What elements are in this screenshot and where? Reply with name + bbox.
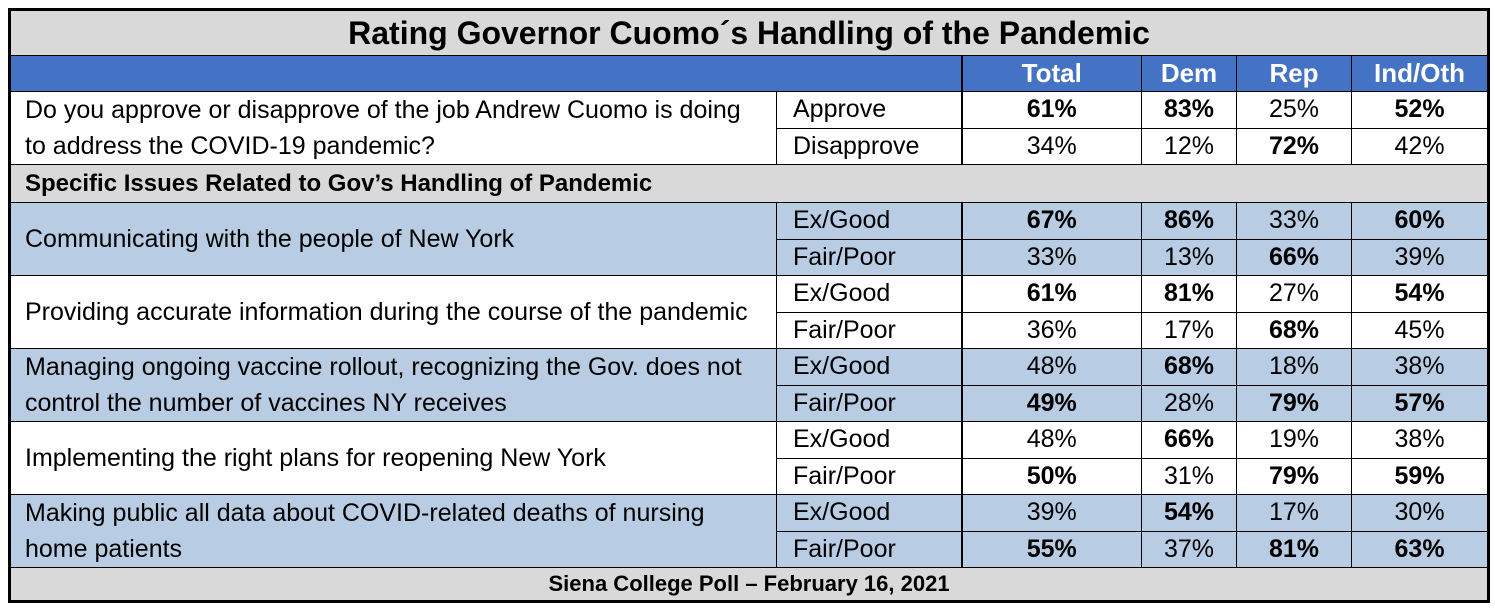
row-label: Approve xyxy=(776,91,962,129)
row-label: Disapprove xyxy=(776,127,962,165)
item-text: Do you approve or disapprove of the job … xyxy=(9,91,777,165)
footer-row: Siena College Poll – February 16, 2021 xyxy=(8,567,1490,602)
value-cell: 67% xyxy=(960,202,1142,240)
value-cell: 18% xyxy=(1236,348,1352,386)
value-cell: 38% xyxy=(1350,348,1490,386)
value-cell: 81% xyxy=(1141,275,1237,313)
item-text: Implementing the right plans for reopeni… xyxy=(9,421,777,495)
value-cell: 79% xyxy=(1236,457,1352,495)
value-cell: 37% xyxy=(1141,530,1237,568)
title: Rating Governor Cuomo´s Handling of the … xyxy=(8,9,1490,56)
value-cell: 28% xyxy=(1141,384,1237,422)
value-cell: 13% xyxy=(1141,238,1237,276)
column-header: Total xyxy=(960,55,1142,92)
row-label: Fair/Poor xyxy=(776,311,962,349)
header-row: Total Dem Rep Ind/Oth xyxy=(9,55,1490,92)
value-cell: 57% xyxy=(1350,384,1490,422)
value-cell: 48% xyxy=(960,421,1142,459)
value-cell: 68% xyxy=(1236,311,1352,349)
value-cell: 52% xyxy=(1350,91,1490,129)
row-label: Fair/Poor xyxy=(776,457,962,495)
value-cell: 17% xyxy=(1141,311,1237,349)
value-cell: 33% xyxy=(1236,202,1352,240)
item-text: Managing ongoing vaccine rollout, recogn… xyxy=(9,348,777,422)
row-label: Fair/Poor xyxy=(776,530,962,568)
header-blank xyxy=(9,55,962,92)
value-cell: 61% xyxy=(960,275,1142,313)
column-header: Dem xyxy=(1141,55,1237,92)
data-row: Fair/Poor 49% 28% 79% 57% xyxy=(10,384,1490,422)
column-header: Ind/Oth xyxy=(1350,55,1490,92)
value-cell: 48% xyxy=(960,348,1142,386)
row-label: Ex/Good xyxy=(776,275,962,313)
data-row: Fair/Poor 36% 17% 68% 45% xyxy=(10,311,1490,349)
value-cell: 68% xyxy=(1141,348,1237,386)
item-text: Providing accurate information during th… xyxy=(9,275,777,349)
data-row: Making public all data about COVID-relat… xyxy=(9,494,1490,568)
value-cell: 31% xyxy=(1141,457,1237,495)
row-label: Fair/Poor xyxy=(776,384,962,422)
row-label: Ex/Good xyxy=(776,202,962,240)
footer: Siena College Poll – February 16, 2021 xyxy=(8,567,1490,602)
value-cell: 33% xyxy=(960,238,1142,276)
value-cell: 54% xyxy=(1141,494,1237,532)
value-cell: 54% xyxy=(1350,275,1490,313)
row-label: Ex/Good xyxy=(776,421,962,459)
data-row: Managing ongoing vaccine rollout, recogn… xyxy=(9,348,1490,422)
value-cell: 61% xyxy=(960,91,1142,129)
value-cell: 83% xyxy=(1141,91,1237,129)
value-cell: 27% xyxy=(1236,275,1352,313)
value-cell: 25% xyxy=(1236,91,1352,129)
value-cell: 42% xyxy=(1350,127,1490,165)
value-cell: 38% xyxy=(1350,421,1490,459)
section-row: Specific Issues Related to Gov’s Handlin… xyxy=(8,164,1490,203)
data-row: Providing accurate information during th… xyxy=(9,275,1490,349)
data-row: Communicating with the people of New Yor… xyxy=(9,202,1490,276)
value-cell: 39% xyxy=(960,494,1142,532)
row-label: Ex/Good xyxy=(776,348,962,386)
row-label: Fair/Poor xyxy=(776,238,962,276)
value-cell: 79% xyxy=(1236,384,1352,422)
item-text: Communicating with the people of New Yor… xyxy=(9,202,777,276)
data-row: Do you approve or disapprove of the job … xyxy=(9,91,1490,165)
value-cell: 39% xyxy=(1350,238,1490,276)
poll-table: Rating Governor Cuomo´s Handling of the … xyxy=(8,8,1491,603)
row-label: Ex/Good xyxy=(776,494,962,532)
value-cell: 45% xyxy=(1350,311,1490,349)
value-cell: 50% xyxy=(960,457,1142,495)
item-text: Making public all data about COVID-relat… xyxy=(9,494,777,568)
value-cell: 34% xyxy=(960,127,1142,165)
value-cell: 60% xyxy=(1350,202,1490,240)
value-cell: 19% xyxy=(1236,421,1352,459)
value-cell: 72% xyxy=(1236,127,1352,165)
value-cell: 63% xyxy=(1350,530,1490,568)
value-cell: 59% xyxy=(1350,457,1490,495)
data-row: Fair/Poor 55% 37% 81% 63% xyxy=(10,530,1490,568)
value-cell: 12% xyxy=(1141,127,1237,165)
data-row: Implementing the right plans for reopeni… xyxy=(9,421,1490,495)
column-header: Rep xyxy=(1236,55,1352,92)
value-cell: 36% xyxy=(960,311,1142,349)
value-cell: 30% xyxy=(1350,494,1490,532)
value-cell: 66% xyxy=(1141,421,1237,459)
title-row: Rating Governor Cuomo´s Handling of the … xyxy=(8,9,1490,56)
value-cell: 66% xyxy=(1236,238,1352,276)
value-cell: 55% xyxy=(960,530,1142,568)
section-title: Specific Issues Related to Gov’s Handlin… xyxy=(8,164,1490,203)
value-cell: 86% xyxy=(1141,202,1237,240)
data-row: Fair/Poor 33% 13% 66% 39% xyxy=(10,238,1490,276)
value-cell: 49% xyxy=(960,384,1142,422)
value-cell: 17% xyxy=(1236,494,1352,532)
value-cell: 81% xyxy=(1236,530,1352,568)
